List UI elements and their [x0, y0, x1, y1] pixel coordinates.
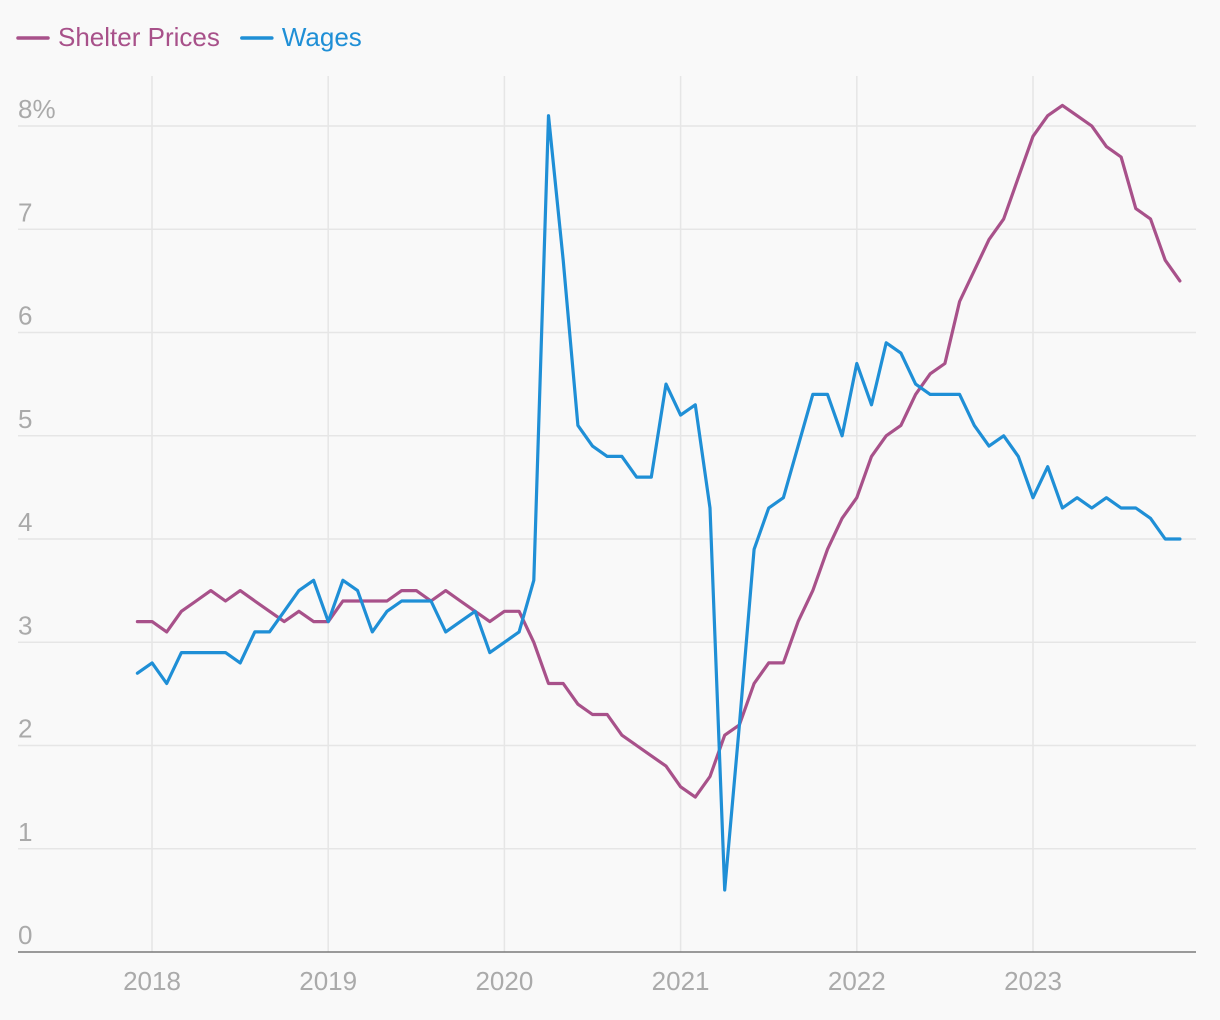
- y-tick-label: 5: [18, 404, 32, 434]
- x-tick-label: 2021: [652, 966, 710, 996]
- series-lines: [135, 103, 1182, 892]
- legend-label: Wages: [282, 22, 362, 52]
- legend-item: Wages: [240, 22, 362, 52]
- y-tick-label: 7: [18, 197, 32, 227]
- x-tick-label: 2020: [475, 966, 533, 996]
- y-tick-label: 6: [18, 301, 32, 331]
- legend-item: Shelter Prices: [16, 22, 220, 52]
- series-line-shelter-prices: [135, 103, 1182, 799]
- grid: [18, 76, 1196, 952]
- y-axis-ticks: 0 1 2 3 4 5 6 7 8%: [18, 94, 56, 950]
- y-tick-label: 0: [18, 920, 32, 950]
- x-tick-label: 2019: [299, 966, 357, 996]
- x-tick-label: 2022: [828, 966, 886, 996]
- y-tick-label: 8%: [18, 94, 56, 124]
- x-tick-label: 2023: [1004, 966, 1062, 996]
- y-tick-label: 2: [18, 714, 32, 744]
- legend: Shelter Prices Wages: [16, 22, 362, 52]
- y-tick-label: 4: [18, 507, 32, 537]
- x-tick-label: 2018: [123, 966, 181, 996]
- x-axis-ticks: 2018 2019 2020 2021 2022 2023: [123, 966, 1062, 996]
- y-tick-label: 1: [18, 817, 32, 847]
- legend-label: Shelter Prices: [58, 22, 220, 52]
- y-tick-label: 3: [18, 610, 32, 640]
- series-line-wages: [135, 114, 1182, 892]
